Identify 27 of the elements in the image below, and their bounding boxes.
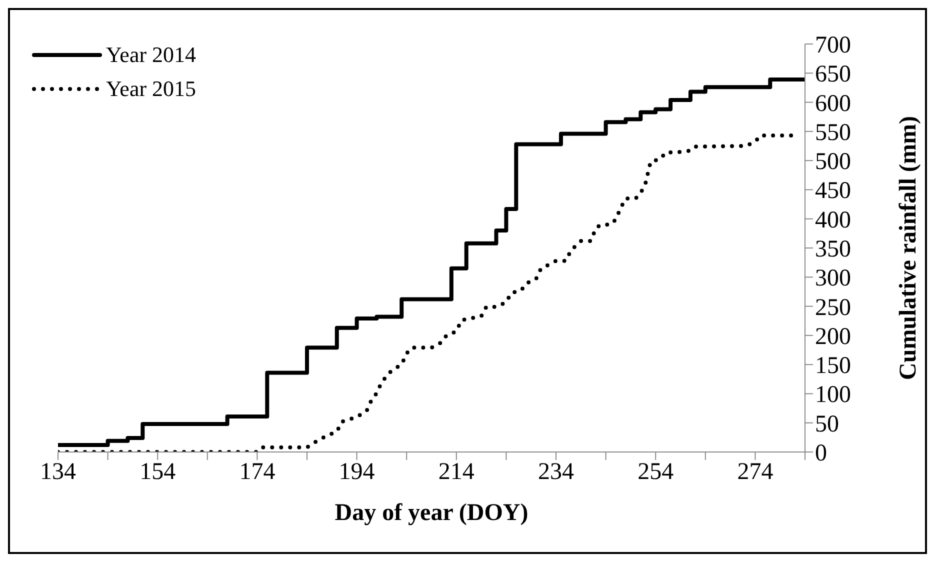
x-tick-label: 194 xyxy=(338,459,375,486)
x-tick-label: 154 xyxy=(140,459,176,486)
legend-label: Year 2014 xyxy=(106,42,196,68)
y-tick-label: 450 xyxy=(815,178,851,204)
y-tick-label: 150 xyxy=(815,353,851,380)
x-tick-label: 234 xyxy=(538,459,574,486)
y-tick-label: 650 xyxy=(815,62,851,88)
x-tick-label: 134 xyxy=(40,459,76,486)
y-tick-label: 100 xyxy=(815,382,851,408)
y-tick-label: 300 xyxy=(815,266,851,292)
x-tick-label: 214 xyxy=(438,459,474,486)
y-tick-label: 250 xyxy=(815,294,851,321)
y-tick-label: 600 xyxy=(815,90,851,117)
y-tick-label: 350 xyxy=(815,236,851,263)
x-tick-label: 274 xyxy=(737,459,774,486)
y-tick-label: 700 xyxy=(815,32,851,59)
x-tick-label: 254 xyxy=(638,459,674,486)
y-tick-label: 50 xyxy=(815,411,839,438)
legend-label: Year 2015 xyxy=(106,76,196,102)
y-tick-label: 500 xyxy=(815,149,851,176)
y-tick-label: 400 xyxy=(815,207,851,234)
x-axis-title: Day of year (DOY) xyxy=(334,500,528,526)
y-tick-label: 200 xyxy=(815,324,851,350)
y-tick-label: 550 xyxy=(815,120,851,146)
y-axis-title: Cumulative rainfall (mm) xyxy=(896,116,922,380)
x-tick-label: 174 xyxy=(239,459,276,486)
y-tick-label: 0 xyxy=(815,440,827,467)
